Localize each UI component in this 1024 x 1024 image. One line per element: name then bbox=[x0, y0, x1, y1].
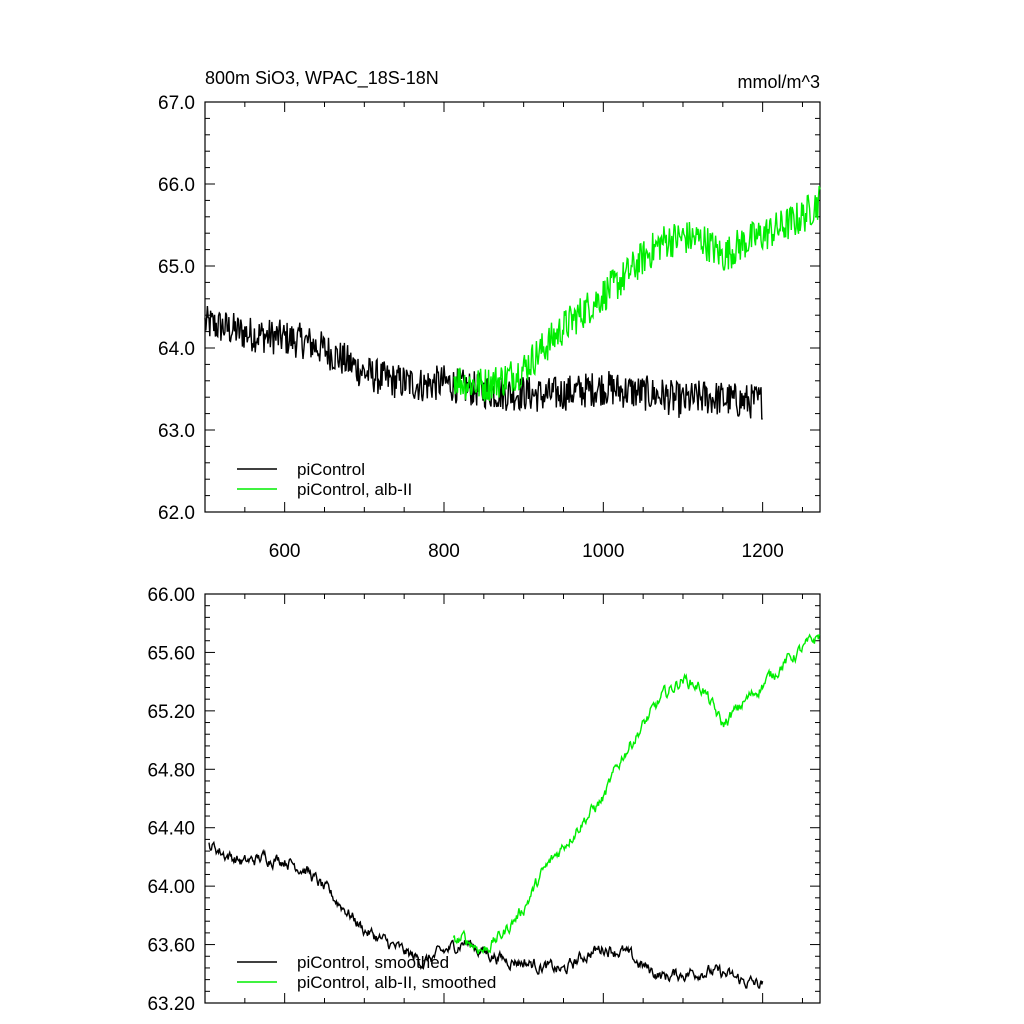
y-tick-label: 63.0 bbox=[158, 421, 195, 442]
legend-label: piControl, alb-II, smoothed bbox=[297, 973, 496, 992]
plot-frame bbox=[204, 593, 821, 1004]
y-tick-label: 66.0 bbox=[158, 175, 195, 196]
units-label: mmol/m^3 bbox=[738, 72, 820, 92]
x-tick-label: 1200 bbox=[742, 541, 784, 562]
x-tick-label: 800 bbox=[428, 541, 460, 562]
y-tick-label: 64.80 bbox=[147, 760, 195, 781]
bottom-panel: 63.20 63.60 64.00 64.40 64.80 65.20 65.60 66.00… bbox=[147, 585, 821, 1015]
y-tick-label: 65.0 bbox=[158, 257, 195, 278]
y-tick-label: 64.0 bbox=[158, 339, 195, 360]
series-line-alb-ii bbox=[452, 633, 821, 955]
y-tick-label: 63.20 bbox=[147, 994, 195, 1015]
y-tick-label: 62.0 bbox=[158, 503, 195, 524]
plot-frame bbox=[204, 101, 821, 513]
bottom-plot-area: 63.20 63.60 64.00 64.40 64.80 65.20 65.60 66.00 bbox=[147, 585, 821, 1015]
legend-label: piControl, alb-II bbox=[297, 480, 412, 499]
top-panel: 800m SiO3, WPAC_18S-18N mmol/m^3 62.0 63.… bbox=[158, 68, 821, 562]
y-tick-label: 63.60 bbox=[147, 936, 195, 957]
y-tick-label: 64.40 bbox=[147, 819, 195, 840]
top-plot-area: 62.0 63.0 64.0 65.0 66.0 67.0 600 800 1000 1200 bbox=[158, 93, 821, 562]
chart-title: 800m SiO3, WPAC_18S-18N bbox=[205, 68, 439, 89]
series-line-alb-ii bbox=[453, 185, 821, 402]
series-line-picontrol bbox=[204, 305, 763, 420]
legend-label: piControl, smoothed bbox=[297, 953, 449, 972]
y-tick-label: 64.00 bbox=[147, 877, 195, 898]
x-tick-label: 1000 bbox=[582, 541, 624, 562]
series-line-picontrol bbox=[208, 840, 764, 989]
y-tick-label: 65.20 bbox=[147, 702, 195, 723]
y-tick-label: 67.0 bbox=[158, 93, 195, 114]
x-tick-label: 600 bbox=[269, 541, 301, 562]
y-tick-label: 65.60 bbox=[147, 643, 195, 664]
legend-label: piControl bbox=[297, 460, 365, 479]
y-tick-label: 66.00 bbox=[147, 585, 195, 606]
